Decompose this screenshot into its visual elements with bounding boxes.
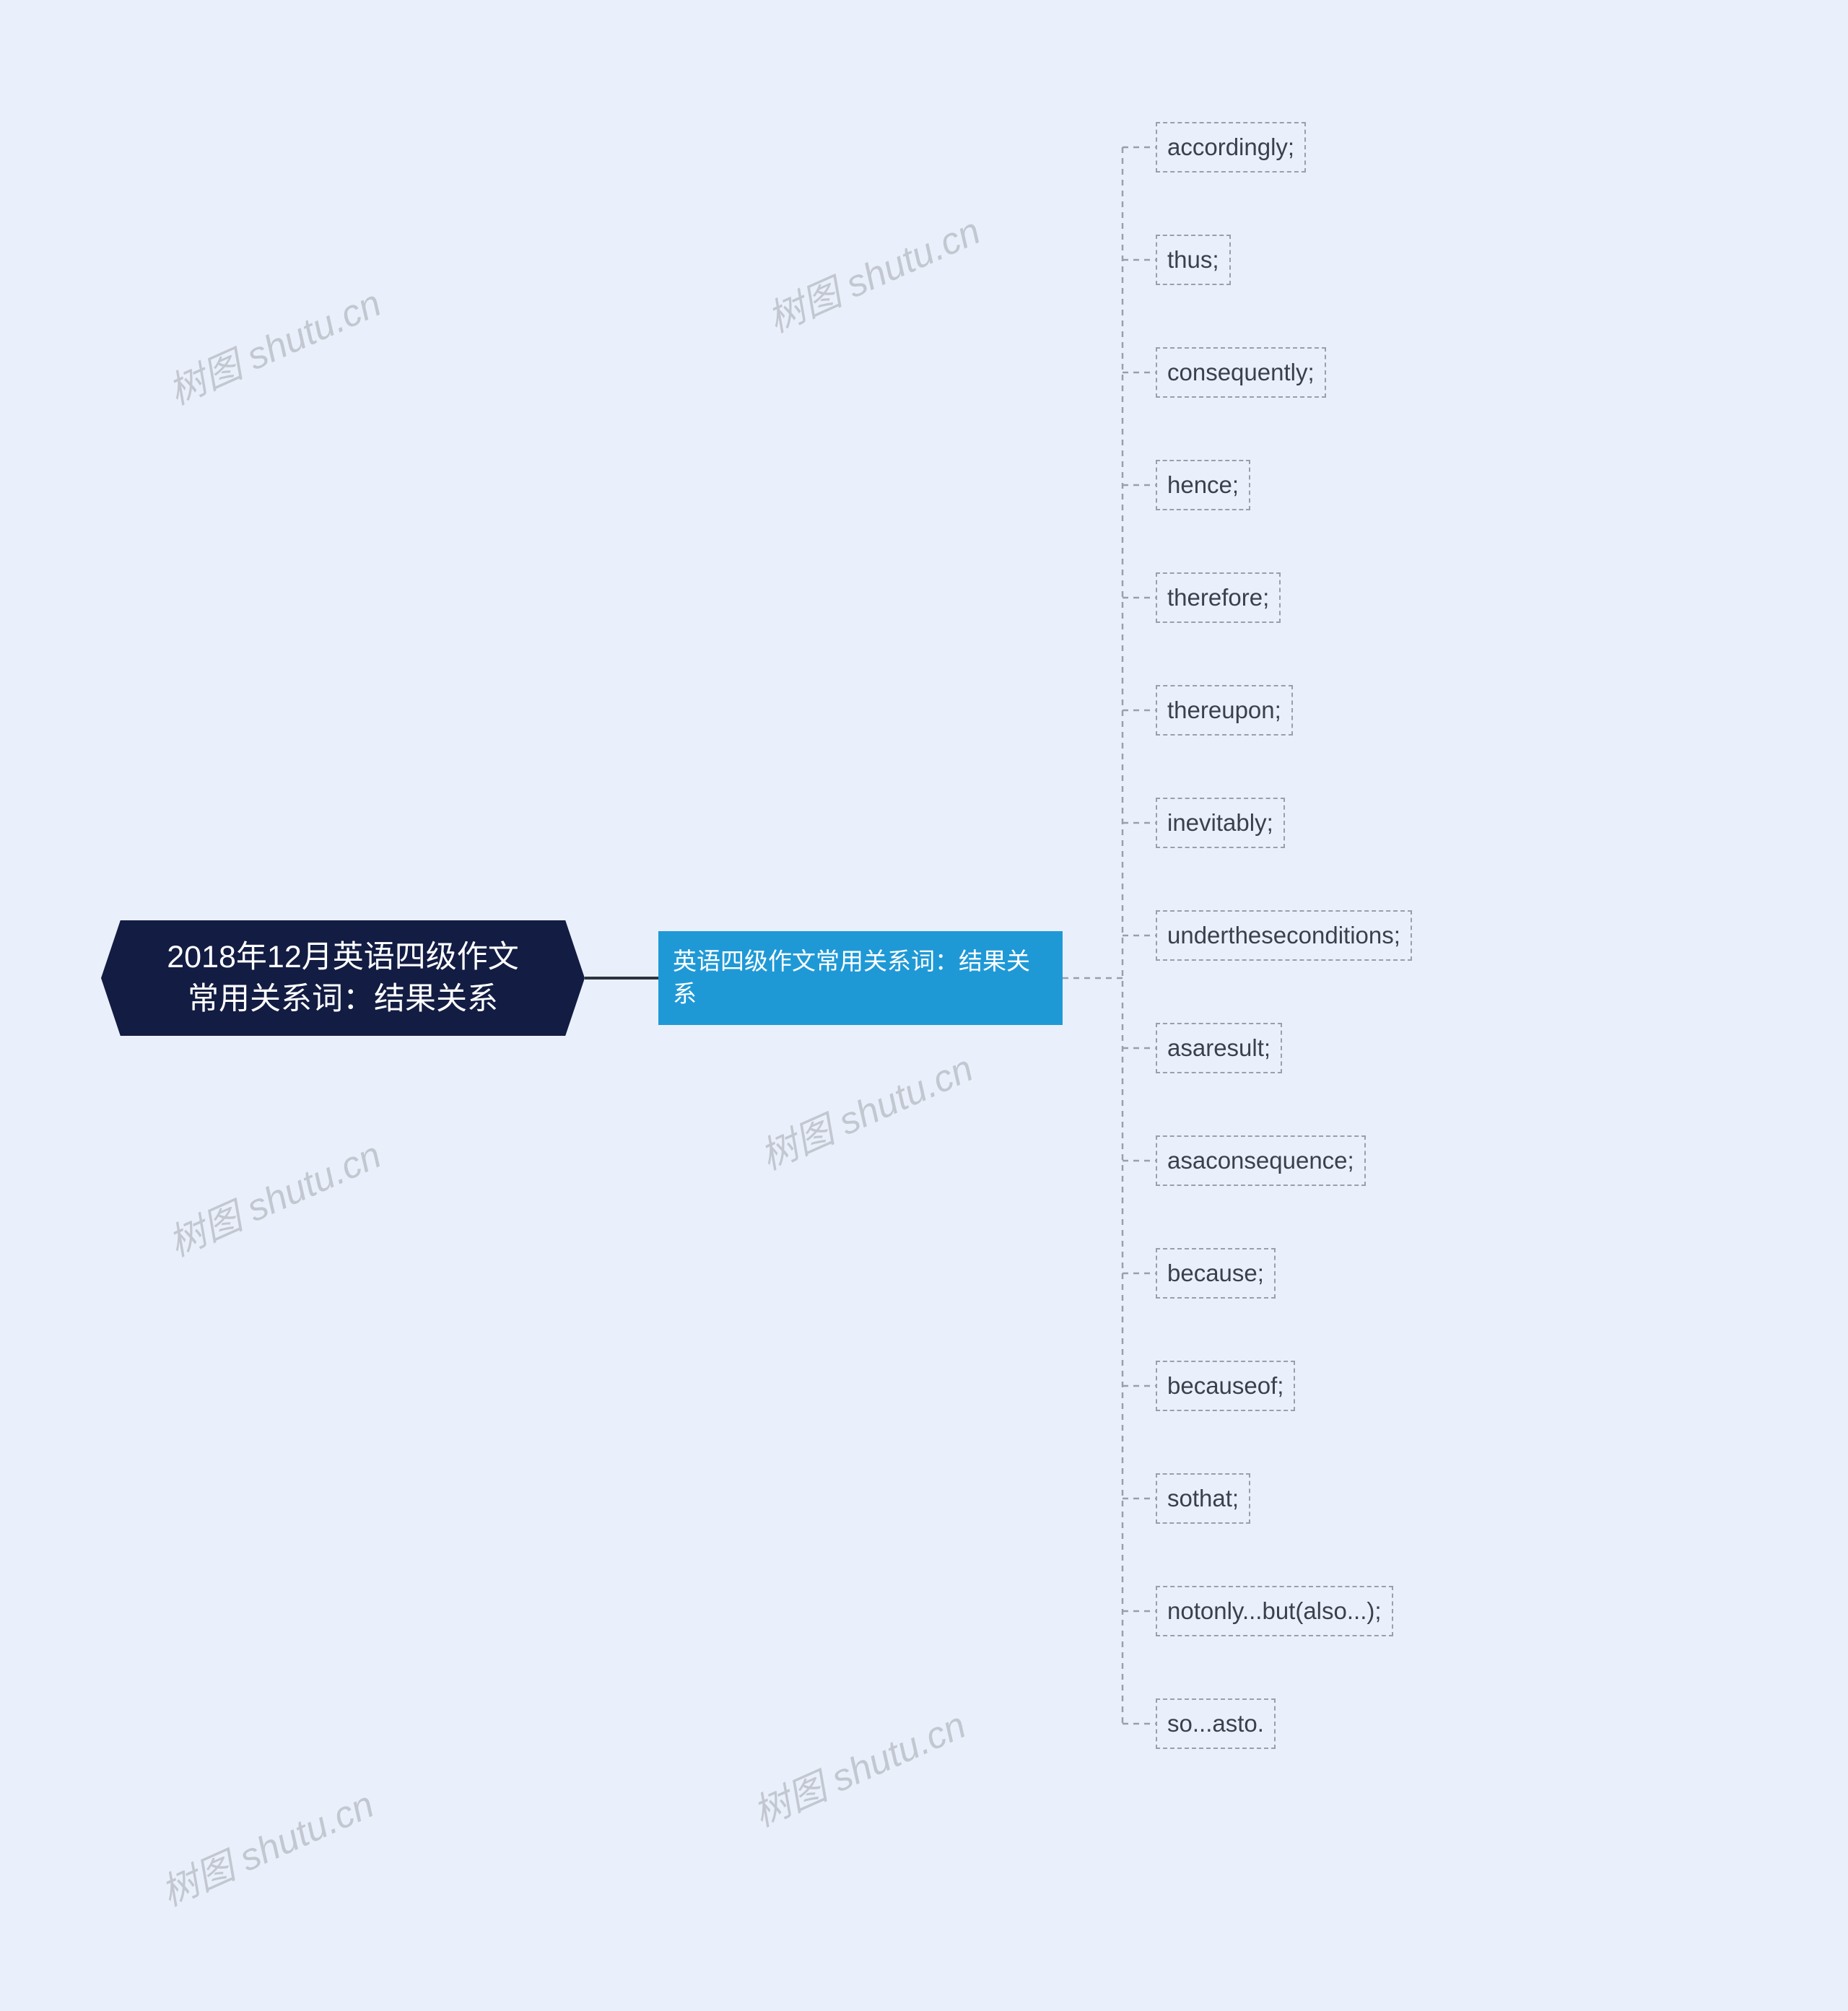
sub-node[interactable]: 英语四级作文常用关系词：结果关系 <box>658 931 1063 1025</box>
leaf-node[interactable]: because; <box>1156 1248 1276 1299</box>
leaf-node[interactable]: asaresult; <box>1156 1023 1282 1073</box>
leaf-label: notonly...but(also...); <box>1167 1597 1382 1625</box>
leaf-node[interactable]: thereupon; <box>1156 685 1293 736</box>
leaf-label: therefore; <box>1167 584 1269 611</box>
leaf-label: thereupon; <box>1167 697 1281 724</box>
watermark: 树图 shutu.cn <box>743 1695 972 1837</box>
sub-node-text: 英语四级作文常用关系词：结果关系 <box>673 946 1048 1010</box>
leaf-label: consequently; <box>1167 359 1315 386</box>
leaf-node[interactable]: undertheseconditions; <box>1156 910 1412 961</box>
leaf-label: because; <box>1167 1260 1264 1287</box>
leaf-label: hence; <box>1167 471 1239 499</box>
leaf-node[interactable]: thus; <box>1156 235 1231 285</box>
leaf-node[interactable]: asaconsequence; <box>1156 1135 1366 1186</box>
leaf-label: thus; <box>1167 246 1219 274</box>
leaf-node[interactable]: hence; <box>1156 460 1250 510</box>
watermark: 树图 shutu.cn <box>158 273 388 415</box>
watermark: 树图 shutu.cn <box>750 1038 980 1180</box>
leaf-label: becauseof; <box>1167 1372 1283 1400</box>
leaf-label: accordingly; <box>1167 134 1294 161</box>
leaf-node[interactable]: consequently; <box>1156 347 1326 398</box>
mindmap-canvas: 2018年12月英语四级作文 常用关系词：结果关系 英语四级作文常用关系词：结果… <box>0 0 1848 2011</box>
leaf-label: sothat; <box>1167 1485 1239 1512</box>
watermark: 树图 shutu.cn <box>757 201 987 343</box>
leaf-node[interactable]: sothat; <box>1156 1473 1250 1524</box>
leaf-label: so...asto. <box>1167 1710 1264 1737</box>
root-node[interactable]: 2018年12月英语四级作文 常用关系词：结果关系 <box>101 920 585 1036</box>
leaf-label: inevitably; <box>1167 809 1273 837</box>
watermark: 树图 shutu.cn <box>151 1774 380 1916</box>
root-node-text: 2018年12月英语四级作文 常用关系词：结果关系 <box>167 936 519 1020</box>
leaf-node[interactable]: accordingly; <box>1156 122 1306 173</box>
leaf-node[interactable]: therefore; <box>1156 572 1281 623</box>
leaf-label: undertheseconditions; <box>1167 922 1400 949</box>
watermark: 树图 shutu.cn <box>158 1125 388 1267</box>
root-line-1: 2018年12月英语四级作文 <box>167 940 519 974</box>
leaf-node[interactable]: notonly...but(also...); <box>1156 1586 1393 1636</box>
root-line-2: 常用关系词：结果关系 <box>188 982 498 1016</box>
leaf-node[interactable]: becauseof; <box>1156 1361 1295 1411</box>
leaf-node[interactable]: so...asto. <box>1156 1698 1276 1749</box>
leaf-label: asaresult; <box>1167 1034 1270 1062</box>
leaf-label: asaconsequence; <box>1167 1147 1354 1174</box>
leaf-node[interactable]: inevitably; <box>1156 798 1285 848</box>
